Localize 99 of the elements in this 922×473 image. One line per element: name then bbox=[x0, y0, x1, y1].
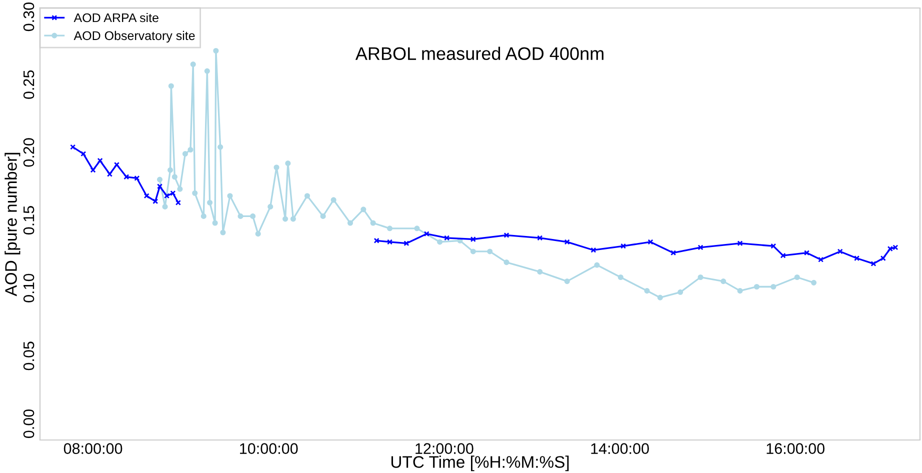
point bbox=[268, 204, 274, 210]
point bbox=[182, 151, 188, 157]
point bbox=[250, 213, 256, 219]
point bbox=[657, 294, 663, 300]
point bbox=[200, 213, 206, 219]
y-tick-label: 0.25 bbox=[23, 70, 34, 99]
y-tick-label: 0.15 bbox=[23, 206, 34, 235]
point bbox=[212, 220, 218, 226]
point bbox=[644, 288, 650, 294]
point bbox=[590, 247, 596, 253]
y-axis-title: AOD [pure number] bbox=[4, 152, 20, 296]
point bbox=[537, 269, 543, 275]
point bbox=[175, 200, 181, 206]
point bbox=[188, 146, 194, 153]
x-tick-label: 16:00:00 bbox=[766, 443, 824, 454]
point bbox=[770, 284, 776, 290]
point bbox=[207, 200, 213, 206]
point bbox=[404, 240, 410, 246]
point bbox=[330, 197, 336, 203]
y-tick-label: 0.05 bbox=[23, 342, 34, 370]
y-tick-label: 0.20 bbox=[23, 138, 34, 167]
point bbox=[470, 236, 476, 242]
point bbox=[618, 274, 624, 280]
point bbox=[564, 239, 570, 245]
point bbox=[698, 274, 704, 280]
point bbox=[162, 204, 168, 210]
legend-label: AOD ARPA site bbox=[74, 13, 158, 22]
point bbox=[227, 193, 233, 199]
point bbox=[386, 239, 393, 245]
point bbox=[648, 239, 654, 245]
point bbox=[134, 175, 140, 181]
point bbox=[854, 255, 860, 262]
point bbox=[204, 68, 210, 74]
point bbox=[504, 232, 510, 238]
point bbox=[168, 83, 174, 89]
point bbox=[678, 289, 684, 295]
x-tick-label: 14:00:00 bbox=[591, 443, 649, 454]
point bbox=[152, 198, 158, 204]
point bbox=[290, 216, 296, 222]
point bbox=[156, 176, 163, 182]
point bbox=[213, 48, 219, 54]
point bbox=[304, 193, 310, 199]
point bbox=[190, 62, 196, 68]
point bbox=[594, 262, 600, 268]
point bbox=[818, 256, 824, 262]
point bbox=[374, 238, 380, 244]
point bbox=[192, 190, 198, 196]
point bbox=[504, 260, 510, 266]
point bbox=[770, 243, 776, 249]
point bbox=[444, 235, 450, 241]
point bbox=[320, 213, 326, 219]
x-tick-label: 12:00:00 bbox=[416, 443, 474, 454]
point bbox=[124, 174, 130, 180]
point bbox=[794, 274, 800, 280]
point bbox=[80, 151, 86, 157]
point bbox=[285, 160, 291, 166]
point bbox=[172, 174, 178, 180]
point bbox=[437, 239, 443, 245]
point bbox=[347, 220, 354, 226]
point bbox=[282, 216, 288, 222]
point bbox=[737, 288, 743, 294]
point bbox=[837, 248, 843, 254]
point bbox=[537, 235, 543, 241]
point bbox=[144, 193, 150, 199]
point bbox=[780, 252, 786, 258]
x-axis-title: UTC Time [%H:%M:%S] bbox=[391, 456, 569, 472]
point bbox=[754, 284, 760, 290]
point bbox=[564, 278, 570, 284]
point bbox=[670, 250, 676, 256]
point bbox=[870, 260, 876, 266]
point bbox=[238, 213, 244, 219]
point bbox=[156, 184, 163, 190]
y-tick-label: 0.10 bbox=[23, 274, 34, 302]
point bbox=[720, 278, 726, 284]
point bbox=[470, 248, 476, 254]
point bbox=[804, 250, 810, 256]
point bbox=[414, 226, 420, 232]
point bbox=[737, 240, 743, 246]
point bbox=[620, 243, 626, 249]
y-tick-label: 0.30 bbox=[23, 2, 34, 32]
point bbox=[177, 186, 183, 192]
point bbox=[487, 248, 493, 254]
text: ARBOL measured AOD 400nm bbox=[355, 46, 604, 60]
point bbox=[370, 220, 376, 226]
x-tick-label: 08:00:00 bbox=[64, 443, 122, 454]
point bbox=[360, 206, 366, 212]
point bbox=[880, 255, 886, 262]
x-tick-label: 10:00:00 bbox=[240, 443, 298, 454]
point bbox=[274, 164, 280, 170]
y-tick-label: 0.00 bbox=[23, 409, 34, 438]
legend-label: AOD Observatory site bbox=[74, 30, 195, 43]
point bbox=[255, 231, 261, 237]
point bbox=[220, 230, 226, 236]
point bbox=[168, 167, 174, 173]
point bbox=[424, 231, 430, 237]
point bbox=[698, 244, 704, 250]
point bbox=[386, 226, 393, 232]
point bbox=[218, 144, 224, 150]
point bbox=[810, 280, 817, 286]
